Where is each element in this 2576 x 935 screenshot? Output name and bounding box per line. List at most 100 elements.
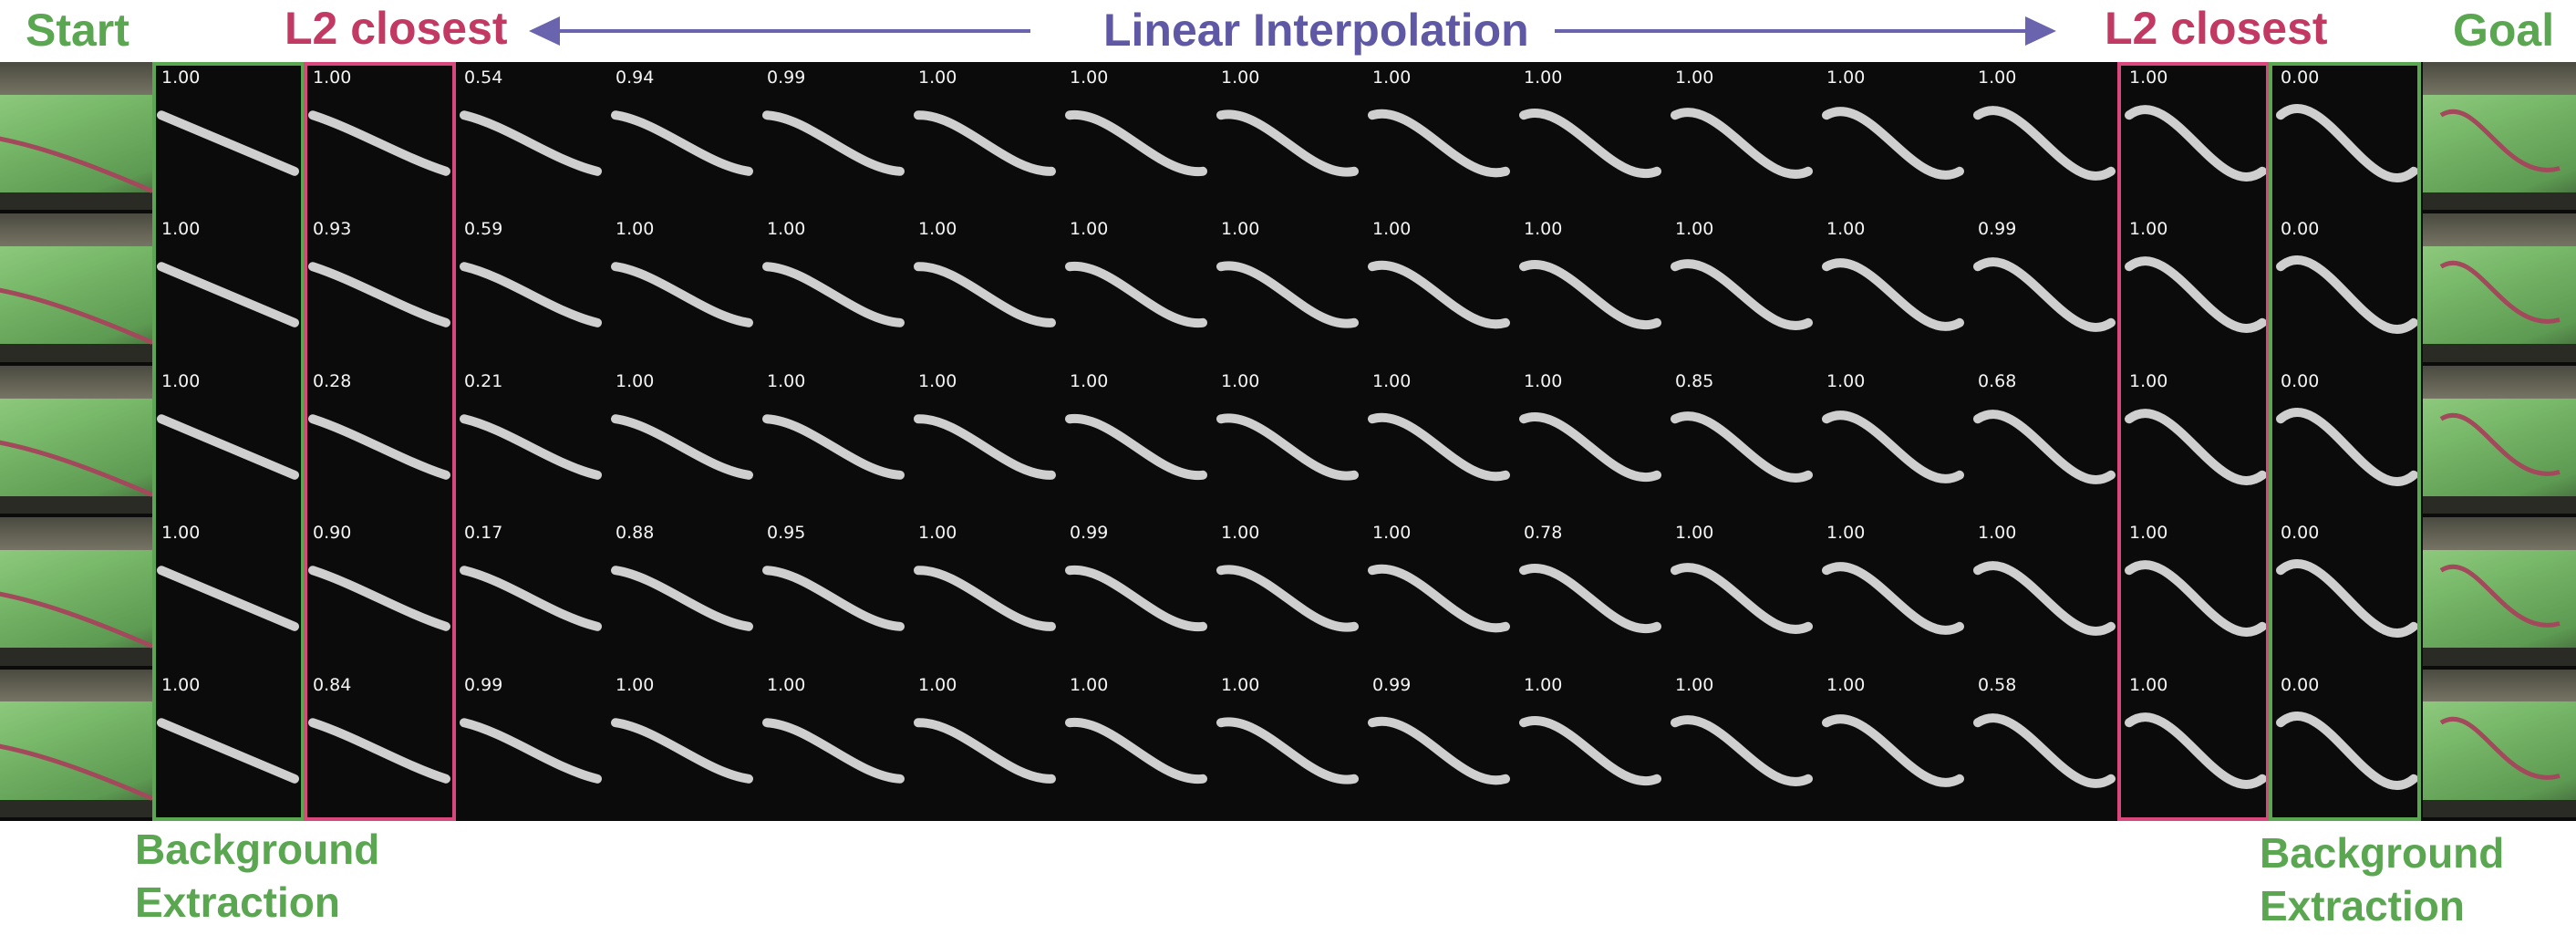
rope-cell: 1.00 xyxy=(304,62,455,213)
start-photo xyxy=(0,365,152,514)
score-label: 1.00 xyxy=(161,68,201,88)
rope-mask xyxy=(157,414,299,480)
rope-mask xyxy=(308,717,450,784)
score-label: 1.00 xyxy=(1524,68,1563,88)
rope-mask xyxy=(2125,408,2267,485)
rope-cell: 1.00 xyxy=(1817,517,1969,669)
rope-mask xyxy=(914,566,1056,631)
score-label: 0.00 xyxy=(2281,219,2320,240)
rope-mask xyxy=(1519,411,1661,482)
score-label: 1.00 xyxy=(1524,674,1563,695)
rope-cell: 0.99 xyxy=(758,62,909,213)
score-label: 0.28 xyxy=(313,370,352,391)
rope-cell: 0.93 xyxy=(304,213,455,365)
interpolation-title: Linear Interpolation xyxy=(1103,5,1529,56)
rope-mask xyxy=(1973,712,2116,788)
rope-mask xyxy=(1671,563,1813,634)
rope-mask xyxy=(2125,712,2267,789)
rope-icon xyxy=(0,743,152,801)
rope-cell: 1.00 xyxy=(1515,366,1666,517)
rope-mask xyxy=(611,262,753,328)
rope-mask xyxy=(2276,255,2418,335)
rope-mask xyxy=(914,262,1056,328)
score-label: 1.00 xyxy=(918,523,957,544)
score-label: 0.99 xyxy=(1070,523,1109,544)
score-label: 1.00 xyxy=(1826,370,1866,391)
rope-cell: 1.00 xyxy=(1666,62,1817,213)
start-photo xyxy=(0,669,152,817)
rope-mask xyxy=(762,110,905,176)
rope-cell: 1.00 xyxy=(1817,62,1969,213)
rope-cell: 0.28 xyxy=(304,366,455,517)
rope-mask xyxy=(2125,105,2267,182)
rope-cell: 1.00 xyxy=(1060,366,1212,517)
l2-closest-right-label: L2 closest xyxy=(2105,3,2328,54)
rope-cell: 0.00 xyxy=(2271,213,2423,365)
rope-cell: 1.00 xyxy=(606,213,758,365)
rope-mask xyxy=(611,566,753,631)
rope-cell: 0.00 xyxy=(2271,517,2423,669)
rope-icon xyxy=(2439,412,2560,476)
score-label: 1.00 xyxy=(767,674,806,695)
score-label: 0.95 xyxy=(767,523,806,544)
score-label: 0.58 xyxy=(1978,674,2017,695)
rope-mask xyxy=(308,566,450,631)
start-photo xyxy=(0,517,152,666)
rope-mask xyxy=(1973,561,2116,637)
rope-cell: 0.99 xyxy=(1060,517,1212,669)
score-label: 1.00 xyxy=(918,68,957,88)
rope-cell: 1.00 xyxy=(1363,62,1515,213)
score-label: 1.00 xyxy=(1675,219,1714,240)
score-label: 0.00 xyxy=(2281,68,2320,88)
rope-mask xyxy=(157,262,299,328)
rope-cell: 0.58 xyxy=(1969,670,2120,821)
score-label: 1.00 xyxy=(1826,674,1866,695)
rope-mask xyxy=(914,110,1056,176)
score-label: 1.00 xyxy=(161,370,201,391)
score-label: 1.00 xyxy=(2129,68,2168,88)
rope-cell: 1.00 xyxy=(1212,62,1363,213)
score-label: 1.00 xyxy=(1675,523,1714,544)
rope-mask xyxy=(308,110,450,176)
goal-photo xyxy=(2423,669,2576,817)
rope-mask xyxy=(762,414,905,480)
rope-mask xyxy=(2276,559,2418,639)
rope-cell: 1.00 xyxy=(909,517,1060,669)
rope-mask xyxy=(762,717,905,784)
rope-mask xyxy=(1973,409,2116,484)
score-label: 1.00 xyxy=(1070,68,1109,88)
rope-cell: 1.00 xyxy=(152,62,304,213)
rope-mask xyxy=(460,717,602,784)
background-extraction-label-right: Background Extraction xyxy=(2260,829,2505,930)
start-label: Start xyxy=(26,5,129,56)
image-grid: 1.00 1.00 0.54 0.94 0.99 1.00 1.00 1.00 1.00 1.00… xyxy=(0,62,2576,821)
rope-mask xyxy=(1671,411,1813,483)
rope-mask xyxy=(2276,104,2418,182)
rope-cell: 0.21 xyxy=(455,366,606,517)
rope-cell: 1.00 xyxy=(1515,62,1666,213)
score-label: 1.00 xyxy=(313,68,352,88)
rope-mask xyxy=(157,717,299,784)
rope-mask xyxy=(1216,565,1359,632)
arrow-right-icon xyxy=(1555,16,2056,46)
rope-mask xyxy=(1519,260,1661,330)
rope-cell: 1.00 xyxy=(2120,670,2271,821)
rope-mask xyxy=(1368,716,1510,784)
rope-mask xyxy=(611,717,753,784)
rope-cell: 0.00 xyxy=(2271,62,2423,213)
rope-mask xyxy=(1065,566,1207,632)
l2-closest-left-label: L2 closest xyxy=(284,3,508,54)
rope-mask xyxy=(762,566,905,631)
score-label: 0.90 xyxy=(313,523,352,544)
score-label: 1.00 xyxy=(1675,68,1714,88)
rope-icon xyxy=(2439,716,2560,780)
rope-icon xyxy=(0,591,152,649)
score-label: 1.00 xyxy=(1221,370,1260,391)
rope-mask xyxy=(1973,257,2116,333)
rope-icon xyxy=(2439,109,2560,172)
rope-mask xyxy=(308,262,450,328)
score-label: 1.00 xyxy=(616,219,655,240)
rope-icon xyxy=(0,136,152,193)
score-label: 0.99 xyxy=(767,68,806,88)
rope-cell: 1.00 xyxy=(1515,670,1666,821)
